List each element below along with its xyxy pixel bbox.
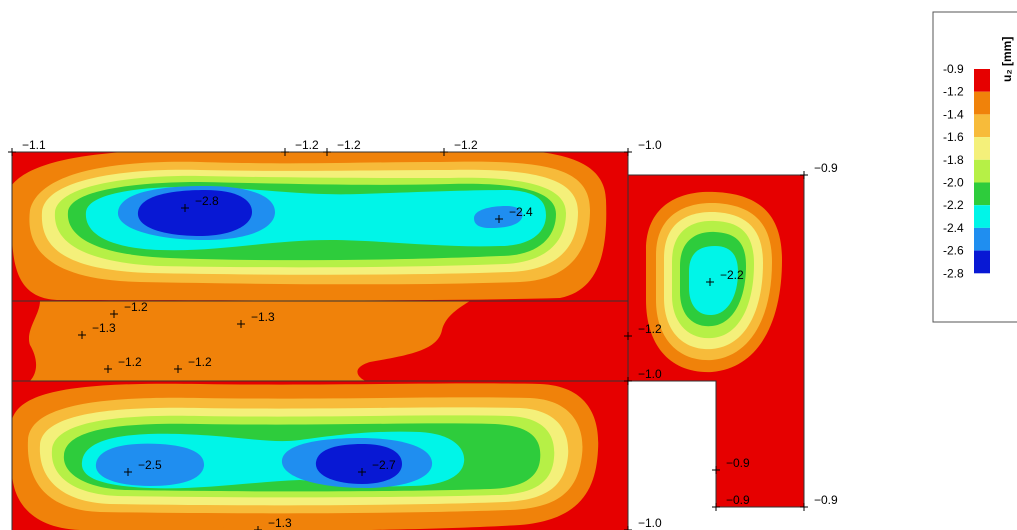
point-value-text: −1.2 (638, 322, 662, 336)
point-value-text: −2.2 (720, 268, 744, 282)
point-value-text: −1.2 (118, 355, 142, 369)
point-value-text: −2.7 (372, 458, 396, 472)
point-value-text: −2.4 (509, 205, 533, 219)
slab-top-panel (12, 152, 628, 301)
point-label-p11: −1.3 (78, 321, 116, 339)
legend-level-label: -2.0 (943, 176, 964, 190)
point-value-text: −1.2 (454, 138, 478, 152)
legend-swatch (974, 182, 990, 206)
legend-swatch (974, 137, 990, 160)
slab-right-wing (628, 175, 804, 507)
legend-swatch (974, 159, 990, 183)
legend-level-label: -0.9 (943, 62, 964, 76)
point-value-text: −1.2 (295, 138, 319, 152)
point-value-text: −0.9 (814, 161, 838, 175)
legend-swatch (974, 250, 990, 274)
legend-level-label: -2.6 (943, 244, 964, 258)
legend-level-label: -2.2 (943, 198, 964, 212)
point-value-text: −1.3 (268, 516, 292, 530)
point-label-p9: −2.2 (706, 268, 744, 286)
legend-level-label: -2.4 (943, 221, 964, 235)
legend-swatch (974, 227, 990, 251)
legend: u₂ [mm] -0.9 -1.2 -1.4 -1.6 -1.8 -2.0 -2.2 -2.4… (932, 11, 1017, 323)
point-label-p19: −0.9 (712, 456, 750, 474)
point-value-text: −2.5 (138, 458, 162, 472)
point-value-text: −1.3 (92, 321, 116, 335)
point-value-text: −1.0 (638, 138, 662, 152)
point-label-p10: −1.2 (110, 300, 148, 318)
legend-level-label: -1.6 (943, 130, 964, 144)
point-value-text: −1.0 (638, 516, 662, 530)
legend-level-label: -2.8 (943, 266, 964, 280)
point-label-p13: −1.2 (104, 355, 142, 373)
point-label-p4: −1.2 (440, 138, 478, 156)
contour-bands-top (12, 152, 607, 301)
slab-bottom-panel (12, 381, 628, 530)
point-label-p18: −2.7 (358, 458, 396, 476)
point-label-p20: −0.9 (712, 493, 750, 511)
legend-swatch (974, 91, 990, 115)
point-value-labels: −1.1 −1.2 −1.2 −1.2 −1.0 −0.9 −2.8 −2.4 −2.2 −1.2… (8, 138, 838, 530)
point-value-text: −2.8 (195, 194, 219, 208)
point-label-p3: −1.2 (323, 138, 361, 156)
point-label-p22: −1.3 (254, 516, 292, 530)
legend-level-label: -1.2 (943, 85, 964, 99)
contour-bands-bottom (12, 383, 599, 530)
point-value-text: −0.9 (814, 493, 838, 507)
point-value-text: −1.0 (638, 367, 662, 381)
legend-swatch (974, 69, 990, 92)
contour-band-middle (12, 301, 470, 381)
point-label-p12: −1.3 (237, 310, 275, 328)
legend-level-label: -1.4 (943, 107, 964, 121)
point-value-text: −1.3 (251, 310, 275, 324)
point-label-p8: −2.4 (495, 205, 533, 223)
legend-color-scale (974, 69, 990, 274)
point-value-text: −1.2 (188, 355, 212, 369)
point-label-p5: −1.0 (624, 138, 662, 156)
point-label-p15: −1.2 (624, 322, 662, 340)
point-label-p6: −0.9 (800, 161, 838, 179)
point-label-p7: −2.8 (181, 194, 219, 212)
point-label-p14: −1.2 (174, 355, 212, 373)
point-value-text: −0.9 (726, 493, 750, 507)
legend-level-label: -1.8 (943, 153, 964, 167)
point-label-p1: −1.1 (8, 138, 46, 156)
point-label-p21: −0.9 (800, 493, 838, 511)
point-label-p16: −1.0 (624, 367, 662, 385)
point-value-text: −1.2 (124, 300, 148, 314)
point-label-p23: −1.0 (624, 516, 662, 530)
point-label-p2: −1.2 (281, 138, 319, 156)
legend-swatch (974, 205, 990, 228)
legend-unit-label: u₂ [mm] (1000, 37, 1014, 82)
point-value-text: −0.9 (726, 456, 750, 470)
legend-swatch (974, 114, 990, 138)
point-label-p17: −2.5 (124, 458, 162, 476)
point-value-text: −1.2 (337, 138, 361, 152)
slab-outlines (11, 151, 805, 530)
legend-level-labels: -0.9 -1.2 -1.4 -1.6 -1.8 -2.0 -2.2 -2.4 -2.6 -2.8 (943, 62, 964, 280)
point-value-text: −1.1 (22, 138, 46, 152)
